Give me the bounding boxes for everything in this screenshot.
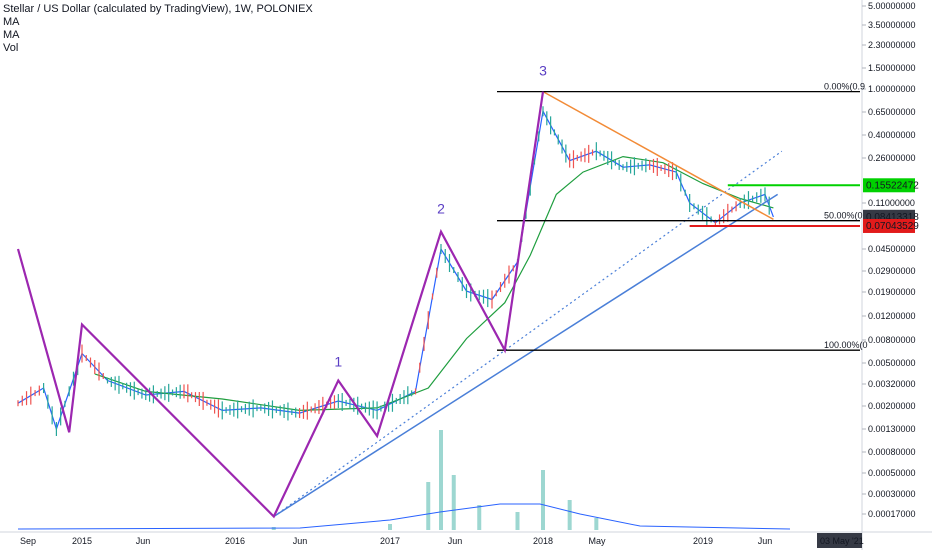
x-tick-label: 2018 bbox=[533, 536, 553, 546]
y-tick-label: 0.00130000 bbox=[868, 424, 916, 434]
volume-bar bbox=[594, 518, 599, 530]
y-tick-label: 0.00030000 bbox=[868, 489, 916, 499]
x-tick-label: May bbox=[588, 536, 606, 546]
resistance-price-label-bg bbox=[863, 178, 915, 193]
support-trendline bbox=[273, 193, 779, 518]
x-tick-label: 2017 bbox=[380, 536, 400, 546]
y-tick-label: 1.00000000 bbox=[868, 84, 916, 94]
y-tick-label: 0.00017000 bbox=[868, 509, 916, 519]
volume-bar bbox=[388, 524, 392, 530]
y-tick-label: 0.04500000 bbox=[868, 244, 916, 254]
y-tick-label: 0.00080000 bbox=[868, 447, 916, 457]
x-tick-label: Jun bbox=[293, 536, 308, 546]
indicator-ma-1[interactable]: MA bbox=[3, 16, 20, 28]
indicator-ma-2[interactable]: MA bbox=[3, 29, 20, 41]
support-price-label: 0.07043529 bbox=[866, 221, 919, 232]
volume-bar bbox=[515, 512, 520, 530]
descending-trendline bbox=[542, 90, 774, 221]
y-tick-label: 0.01200000 bbox=[868, 311, 916, 321]
volume-bar bbox=[477, 505, 482, 530]
x-tick-label: Jun bbox=[758, 536, 773, 546]
y-tick-label: 0.11000000 bbox=[868, 198, 915, 208]
y-tick-label: 0.02900000 bbox=[868, 266, 916, 276]
chart-legend: Stellar / US Dollar (calculated by Tradi… bbox=[3, 3, 313, 55]
y-tick-label: 3.50000000 bbox=[868, 20, 916, 30]
volume-bar bbox=[451, 475, 456, 530]
wave-label-3: 3 bbox=[539, 63, 547, 79]
y-tick-label: 2.30000000 bbox=[868, 40, 916, 50]
fib-level-label: 0.00%(0.9 bbox=[824, 82, 865, 92]
dotted-support-trendline bbox=[273, 150, 783, 518]
date-label-bg bbox=[817, 533, 862, 548]
volume-bar bbox=[567, 500, 572, 530]
y-tick-label: 0.00500000 bbox=[868, 358, 916, 368]
wave-label-1: 1 bbox=[334, 353, 342, 369]
x-tick-label: Jun bbox=[136, 536, 151, 546]
volume-ma-line bbox=[17, 503, 791, 530]
x-tick-label: Sep bbox=[20, 536, 36, 546]
y-tick-label: 0.26000000 bbox=[868, 153, 916, 163]
y-tick-label: 0.00050000 bbox=[868, 468, 916, 478]
volume-bar bbox=[426, 482, 431, 530]
y-tick-label: 0.00200000 bbox=[868, 401, 916, 411]
volume-bar bbox=[541, 470, 545, 530]
y-tick-label: 0.00800000 bbox=[868, 335, 916, 345]
volume-bar bbox=[439, 430, 443, 530]
chart-title: Stellar / US Dollar (calculated by Tradi… bbox=[3, 3, 313, 15]
x-tick-label: 2015 bbox=[72, 536, 92, 546]
indicator-volume[interactable]: Vol bbox=[3, 42, 19, 54]
support-price-label-bg bbox=[863, 218, 915, 233]
ma-slow-line bbox=[94, 155, 774, 412]
y-tick-label: 0.00320000 bbox=[868, 379, 916, 389]
fib-level-label: 100.00%(0 bbox=[824, 340, 868, 350]
resistance-price-label: 0.15522472 bbox=[866, 180, 919, 191]
x-tick-label: 2016 bbox=[225, 536, 245, 546]
y-tick-label: 0.40000000 bbox=[868, 130, 916, 140]
current-price-label: 0.08413318 bbox=[866, 212, 919, 223]
y-tick-label: 1.50000000 bbox=[868, 63, 916, 73]
date-label: 03 May '21 bbox=[820, 536, 864, 546]
x-tick-label: Jun bbox=[448, 536, 463, 546]
x-tick-label: 2019 bbox=[693, 536, 713, 546]
y-tick-label: 0.65000000 bbox=[868, 107, 916, 117]
y-tick-label: 0.01900000 bbox=[868, 287, 916, 297]
wave-zigzag bbox=[16, 91, 545, 519]
wave-label-2: 2 bbox=[437, 201, 445, 217]
fib-level-label: 50.00%(0.0 bbox=[824, 211, 870, 221]
y-tick-label: 5.00000000 bbox=[868, 1, 916, 11]
